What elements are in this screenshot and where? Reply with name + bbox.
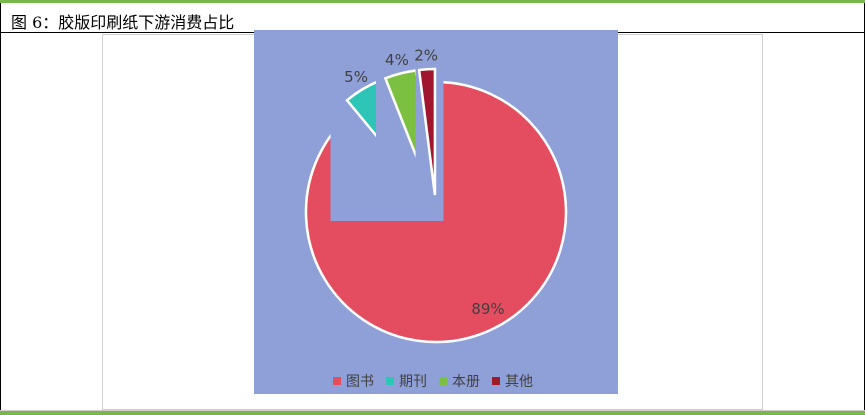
data-label: 89% [471, 300, 504, 318]
legend-label: 图书 [346, 374, 374, 390]
pie-slice-3 [417, 67, 437, 196]
legend-swatch [333, 377, 341, 385]
pie-slice-2 [383, 69, 434, 196]
data-label: 4% [385, 51, 409, 69]
legend-swatch [439, 377, 447, 385]
legend-label: 本册 [452, 374, 480, 390]
bottom-border [0, 410, 865, 415]
top-border [0, 0, 865, 3]
legend-swatch [386, 377, 394, 385]
pie-slice-1 [345, 78, 429, 199]
legend-label: 其他 [505, 374, 533, 390]
chart-frame [102, 34, 763, 410]
legend-swatch [492, 377, 500, 385]
pie-slice-0 [304, 80, 568, 344]
data-label: 5% [344, 68, 368, 86]
legend-label: 期刊 [399, 374, 427, 390]
figure-title: 图 6：胶版印刷纸下游消费占比 [11, 13, 235, 32]
data-label: 2% [414, 46, 438, 64]
